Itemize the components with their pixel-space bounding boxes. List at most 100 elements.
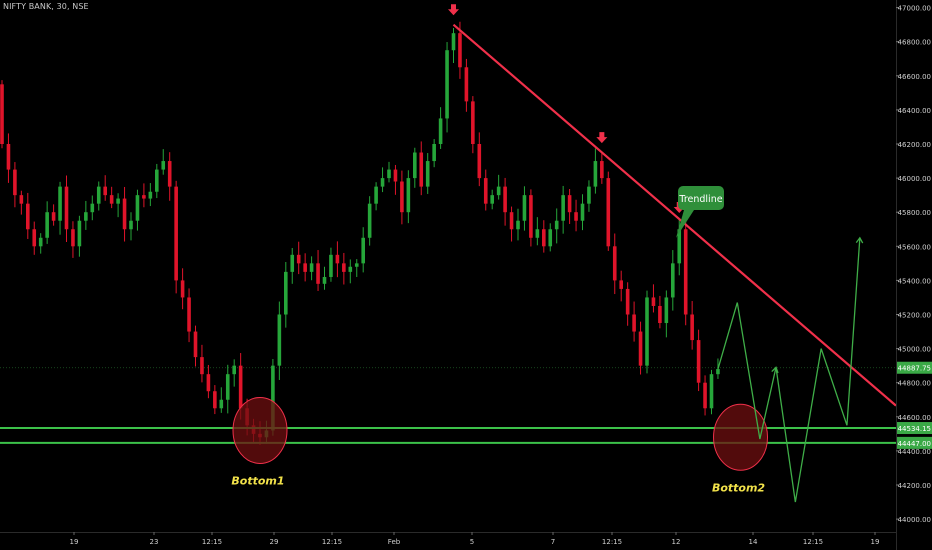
candle-body	[96, 186, 101, 204]
candle-body	[64, 186, 69, 230]
candle-body	[658, 305, 662, 324]
candle-body	[632, 314, 636, 332]
candle-body	[213, 391, 217, 409]
trendline-label: Trendline	[678, 194, 722, 205]
candle-body	[671, 263, 675, 298]
candle-body	[593, 161, 598, 187]
candle-body	[193, 331, 198, 358]
candle-body	[19, 195, 24, 204]
y-tick-label: 46200.00	[898, 141, 931, 149]
support-upper-tag-text: 44534.15	[898, 425, 931, 433]
candle-body	[445, 50, 449, 119]
candle-body	[84, 212, 88, 221]
candle-body	[284, 271, 288, 315]
y-tick-label: 44800.00	[898, 380, 931, 388]
candle-body	[574, 212, 578, 221]
candle-body	[142, 195, 146, 199]
candle-body	[335, 254, 340, 264]
bottom-label: Bottom1	[231, 474, 284, 487]
y-tick-label: 46000.00	[898, 175, 931, 183]
y-tick-label: 46600.00	[898, 73, 931, 81]
projection-arrowhead	[771, 366, 779, 374]
candle-body	[277, 314, 282, 366]
candle-body	[219, 399, 224, 409]
candle-body	[709, 374, 714, 409]
bottom-marker	[232, 396, 288, 464]
candle-body	[187, 297, 191, 332]
candle-body	[380, 178, 385, 187]
candle-body	[587, 186, 591, 204]
candle-body	[664, 297, 669, 324]
support-lower-tag	[897, 436, 932, 449]
candle-body	[387, 169, 391, 179]
x-tick-label: 12	[672, 538, 681, 546]
y-tick-label: 46800.00	[898, 39, 931, 47]
x-tick-label: 14	[749, 538, 758, 546]
candle-body	[116, 198, 120, 204]
candle-body	[367, 203, 372, 238]
candle-body	[322, 276, 327, 284]
candle-body	[225, 374, 230, 400]
y-tick-label: 45000.00	[898, 346, 931, 354]
candle-body	[516, 220, 520, 230]
price-axis: 44000.00 44200.00 44400.00 44600.00 44800.00…	[896, 0, 932, 550]
candle-body	[451, 33, 456, 51]
time-axis: 19 23 12:15 29 12:15 Feb 5 7 12:15 12 14 12:15 19	[0, 532, 896, 550]
annotations: Trendline Bottom1 Bottom2	[231, 4, 897, 494]
support-lower-tag-text: 44447.00	[898, 440, 931, 448]
candle-body	[535, 229, 540, 238]
candle-body	[6, 144, 11, 170]
candle-body	[490, 195, 494, 204]
candle-body	[529, 195, 533, 238]
time-axis-panel	[0, 532, 896, 550]
y-tick-label: 45200.00	[898, 312, 931, 320]
candle-body	[32, 229, 37, 247]
candle-body	[174, 186, 178, 281]
candle-body	[580, 203, 585, 221]
candle-body	[51, 212, 56, 221]
candle-body	[600, 161, 604, 179]
candle-body	[561, 195, 565, 221]
candle-body	[71, 229, 75, 247]
last-price-tag	[897, 361, 932, 374]
candle-body	[612, 246, 617, 281]
x-tick-label: 12:15	[602, 538, 622, 546]
y-tick-label: 44000.00	[898, 516, 931, 524]
candle-body	[109, 195, 114, 204]
candle-body	[103, 186, 107, 196]
x-tick-label: Feb	[388, 538, 401, 546]
x-tick-label: 29	[270, 538, 279, 546]
candle-body	[438, 118, 443, 144]
candle-body	[483, 178, 488, 204]
candle-body	[716, 369, 720, 375]
candle-body	[161, 161, 166, 170]
candle-body	[148, 191, 153, 199]
y-tick-label: 44200.00	[898, 482, 931, 490]
candle-body	[135, 195, 140, 221]
candle-body	[354, 263, 359, 267]
x-tick-label: 7	[551, 538, 555, 546]
candle-body	[696, 340, 701, 383]
candle-body	[425, 161, 430, 187]
candle-body	[477, 144, 482, 179]
last-price-tag-text: 44887.75	[898, 365, 931, 373]
candle-body	[316, 263, 320, 284]
candle-body	[296, 254, 301, 264]
callout-pointer	[676, 210, 694, 238]
candle-body	[677, 229, 682, 264]
candle-body	[625, 288, 630, 315]
x-tick-label: 5	[470, 538, 474, 546]
projection-arrowhead	[855, 236, 864, 244]
candle-body	[26, 203, 30, 230]
candle-body	[606, 178, 611, 247]
candle-body	[554, 220, 559, 230]
candle-body	[180, 280, 185, 298]
y-tick-label: 44400.00	[898, 448, 931, 456]
axis-panel	[896, 0, 932, 550]
candle-body	[619, 280, 623, 289]
candle-body	[406, 178, 411, 213]
candle-body	[155, 169, 159, 192]
x-tick-label: 12:15	[202, 538, 222, 546]
candle-body	[200, 357, 204, 375]
